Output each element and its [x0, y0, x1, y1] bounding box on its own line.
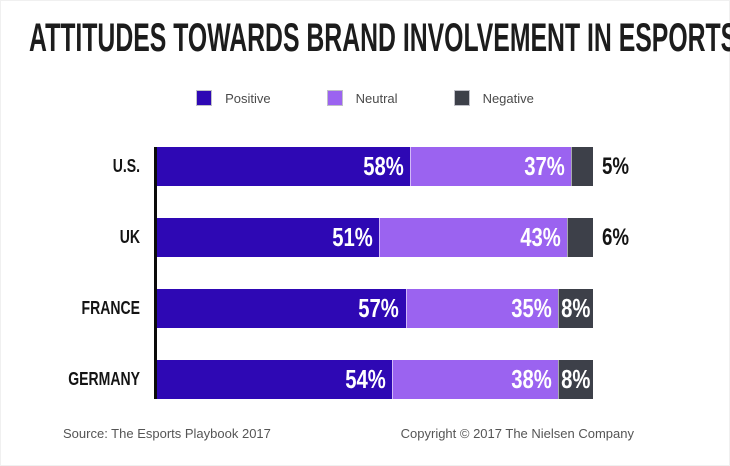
stacked-bar: 51% 43% [157, 218, 593, 257]
segment-value-label: 58% [363, 151, 404, 181]
positive-segment: 51% [157, 218, 380, 257]
category-label: GERMANY [68, 369, 140, 389]
legend: Positive Neutral Negative [1, 89, 729, 107]
positive-swatch-icon [196, 90, 213, 106]
category-label: UK [119, 227, 140, 247]
negative-segment [571, 147, 593, 186]
segment-value-label: 43% [519, 222, 561, 252]
segment-value-label: 8% [561, 364, 591, 394]
stacked-bar: 58% 37% [157, 147, 593, 186]
y-axis-line [154, 147, 157, 399]
legend-label: Positive [225, 90, 271, 106]
category-label: FRANCE [81, 298, 141, 318]
segment-value-label: 57% [358, 293, 400, 323]
segment-value-label: 38% [511, 364, 552, 394]
neutral-segment: 43% [379, 218, 567, 257]
stacked-bar: 57% 35% 8% [157, 289, 593, 328]
chart-area: U.S. 58% 37% 5% UK 51% 43% 6% FRANCE 57% 35% 8% GERM… [62, 147, 729, 399]
neutral-segment: 38% [392, 360, 559, 399]
bar-row-germany: GERMANY 54% 38% 8% [62, 360, 729, 399]
neutral-segment: 37% [409, 147, 572, 186]
positive-segment: 58% [157, 147, 410, 186]
footer: Source: The Esports Playbook 2017 Copyri… [63, 426, 634, 441]
negative-value-label: 5% [602, 152, 630, 180]
segment-value-label: 51% [332, 222, 374, 252]
source-text: Source: The Esports Playbook 2017 [63, 426, 271, 441]
neutral-swatch-icon [326, 90, 343, 106]
segment-value-label: 54% [345, 364, 387, 394]
negative-segment: 8% [558, 360, 593, 399]
segment-value-label: 35% [511, 293, 552, 323]
segment-value-label: 8% [561, 293, 591, 323]
negative-value-label: 6% [602, 223, 630, 251]
bar-row-uk: UK 51% 43% 6% [62, 218, 729, 257]
copyright-text: Copyright © 2017 The Nielsen Company [400, 426, 634, 441]
legend-item-negative: Negative [453, 90, 534, 106]
positive-segment: 57% [157, 289, 406, 328]
category-label: U.S. [112, 156, 140, 176]
negative-segment [566, 218, 593, 257]
neutral-segment: 35% [405, 289, 559, 328]
bar-row-us: U.S. 58% 37% 5% [62, 147, 729, 186]
bar-row-france: FRANCE 57% 35% 8% [62, 289, 729, 328]
stacked-bar: 54% 38% 8% [157, 360, 593, 399]
legend-label: Neutral [355, 90, 398, 106]
page-title-text: ATTITUDES TOWARDS BRAND INVOLVEMENT IN E… [29, 16, 730, 60]
negative-segment: 8% [558, 289, 593, 328]
page-title: ATTITUDES TOWARDS BRAND INVOLVEMENT IN E… [29, 13, 730, 63]
legend-item-neutral: Neutral [326, 90, 398, 106]
segment-value-label: 37% [524, 151, 565, 181]
negative-swatch-icon [453, 90, 470, 106]
positive-segment: 54% [157, 360, 393, 399]
legend-item-positive: Positive [196, 90, 271, 106]
legend-label: Negative [482, 90, 534, 106]
